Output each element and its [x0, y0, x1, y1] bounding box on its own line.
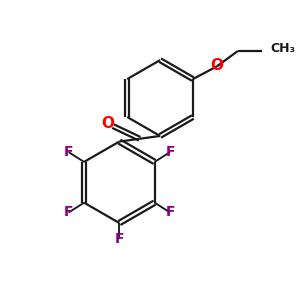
Text: F: F	[165, 206, 175, 220]
Text: CH₃: CH₃	[271, 42, 296, 55]
Text: O: O	[101, 116, 115, 131]
Text: F: F	[64, 145, 74, 159]
Text: F: F	[165, 145, 175, 159]
Text: F: F	[115, 232, 124, 246]
Text: O: O	[211, 58, 224, 73]
Text: F: F	[64, 206, 74, 220]
